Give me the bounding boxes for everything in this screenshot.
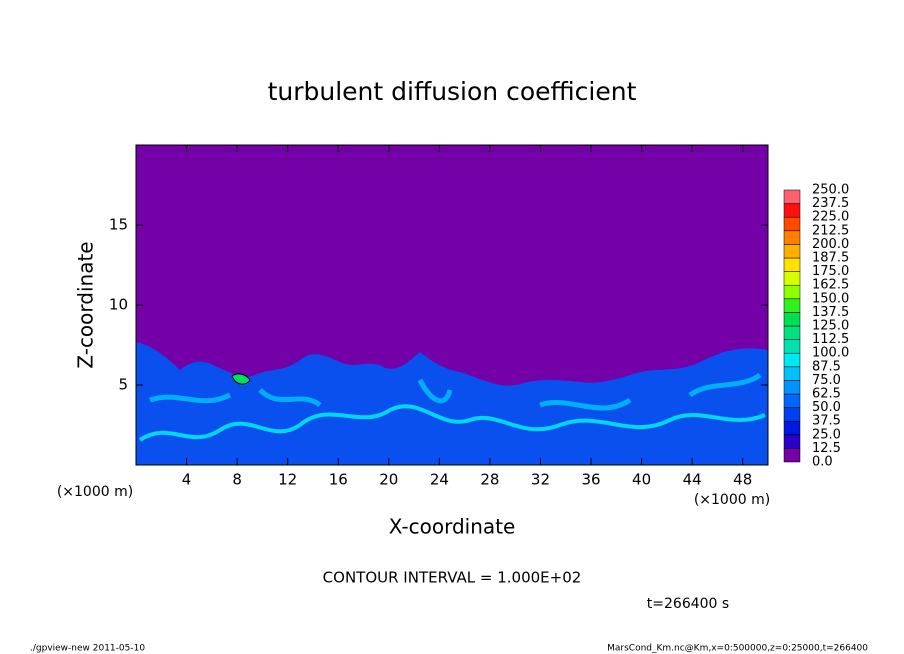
x-tick-label: 24 [430, 471, 449, 489]
x-axis-label: X-coordinate [389, 515, 516, 539]
colorbar-box [783, 298, 801, 313]
colorbar-box [783, 216, 801, 232]
colorbar-label: 237.5 [812, 196, 849, 211]
colorbar-box [783, 244, 801, 259]
contour-patch [231, 373, 251, 385]
colorbar-box [783, 203, 801, 218]
x-tick-label: 8 [232, 471, 242, 489]
colorbar-label: 225.0 [812, 210, 849, 225]
chart-title: turbulent diffusion coefficient [268, 77, 637, 106]
colorbar-label: 162.5 [812, 278, 849, 293]
time-label: t=266400 s [647, 596, 729, 612]
colorbar-label: 0.0 [812, 455, 833, 470]
colorbar-box [783, 257, 801, 272]
colorbar-box [783, 325, 801, 340]
x-tick-label: 28 [480, 471, 499, 489]
x-tick-label: 20 [379, 471, 398, 489]
colorbar-label: 25.0 [812, 427, 841, 442]
x-tick-label: 48 [733, 471, 752, 489]
colorbar-box [783, 312, 801, 327]
colorbar-label: 112.5 [812, 332, 849, 347]
colorbar-box [783, 448, 801, 463]
y-tick-label: 5 [118, 376, 128, 394]
colorbar-box [783, 284, 801, 300]
turbulent-layer [136, 342, 768, 465]
colorbar-box [783, 230, 801, 245]
x-tick-label: 36 [581, 471, 600, 489]
colorbar-label: 75.0 [812, 373, 841, 388]
swirl [138, 404, 766, 442]
footer-left: ./gpview-new 2011-05-10 [30, 644, 145, 654]
x-unit: (×1000 m) [694, 492, 770, 508]
colorbar-box [783, 420, 801, 436]
colorbar-box [783, 339, 801, 354]
colorbar-label: 125.0 [812, 319, 849, 334]
colorbar-label: 137.5 [812, 305, 849, 320]
swirl [149, 372, 762, 411]
colorbar-label: 250.0 [812, 183, 849, 198]
colorbar-label: 100.0 [812, 346, 849, 361]
x-tick-label: 16 [329, 471, 348, 489]
contour-interval: CONTOUR INTERVAL = 1.000E+02 [323, 569, 582, 587]
x-tick-label: 4 [182, 471, 192, 489]
colorbar-label: 12.5 [812, 441, 841, 456]
colorbar-box [783, 271, 801, 286]
colorbar-label: 62.5 [812, 387, 841, 402]
colorbar-box [783, 352, 801, 368]
x-tick-label: 40 [632, 471, 651, 489]
colorbar-label: 87.5 [812, 359, 841, 374]
y-tick-label: 10 [109, 296, 128, 314]
colorbar-label: 37.5 [812, 414, 841, 429]
colorbar-box [783, 393, 801, 408]
colorbar-box [783, 366, 801, 381]
colorbar-box [783, 380, 801, 395]
colorbar-label: 150.0 [812, 291, 849, 306]
colorbar-label: 200.0 [812, 237, 849, 252]
field [136, 145, 768, 465]
colorbar-label: 212.5 [812, 223, 849, 238]
colorbar-label: 187.5 [812, 251, 849, 266]
y-unit: (×1000 m) [57, 484, 133, 500]
colorbar-box [783, 189, 801, 204]
footer-right: MarsCond_Km.nc@Km,x=0:500000,z=0:25000,t… [607, 644, 868, 654]
colorbar-box [783, 407, 801, 422]
y-tick-label: 15 [109, 216, 128, 234]
y-axis-label: Z-coordinate [74, 241, 98, 368]
x-tick-label: 32 [531, 471, 550, 489]
x-tick-label: 12 [278, 471, 297, 489]
x-tick-label: 44 [683, 471, 702, 489]
colorbar-box [783, 434, 801, 449]
colorbar-label: 175.0 [812, 264, 849, 279]
colorbar-label: 50.0 [812, 400, 841, 415]
